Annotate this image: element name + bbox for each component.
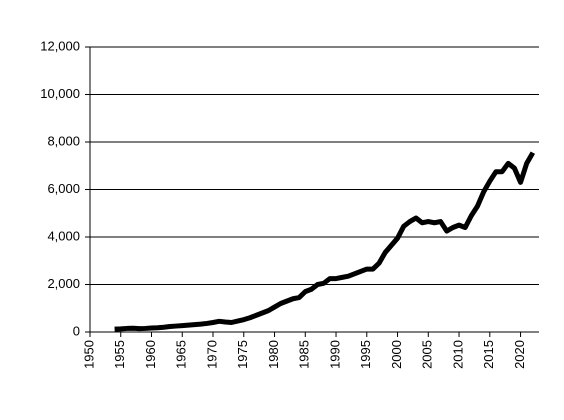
- x-tick-label: 2015: [481, 340, 496, 369]
- y-tick-label: 6,000: [47, 181, 80, 196]
- line-series: [114, 151, 536, 332]
- y-tick-label: 2,000: [47, 276, 80, 291]
- y-tick-label: 0: [73, 323, 80, 338]
- x-tick-label: 1960: [143, 340, 158, 369]
- x-tick-label: 1955: [112, 340, 127, 369]
- x-tick-label: 2020: [512, 340, 527, 369]
- x-tick-label: 1970: [204, 340, 219, 369]
- x-tick-label: 1990: [327, 340, 342, 369]
- x-tick-label: 1995: [358, 340, 373, 369]
- y-tick-label: 8,000: [47, 133, 80, 148]
- x-tick-label: 2000: [389, 340, 404, 369]
- y-tick-label: 12,000: [40, 38, 80, 53]
- y-tick-label: 4,000: [47, 228, 80, 243]
- x-tick-label: 1965: [174, 340, 189, 369]
- y-tick-label: 10,000: [40, 86, 80, 101]
- x-tick-label: 1985: [297, 340, 312, 369]
- x-tick-label: 1975: [235, 340, 250, 369]
- x-tick-label: 1950: [81, 340, 96, 369]
- x-tick-label: 1980: [266, 340, 281, 369]
- x-tick-label: 2005: [420, 340, 435, 369]
- x-tick-label: 2010: [450, 340, 465, 369]
